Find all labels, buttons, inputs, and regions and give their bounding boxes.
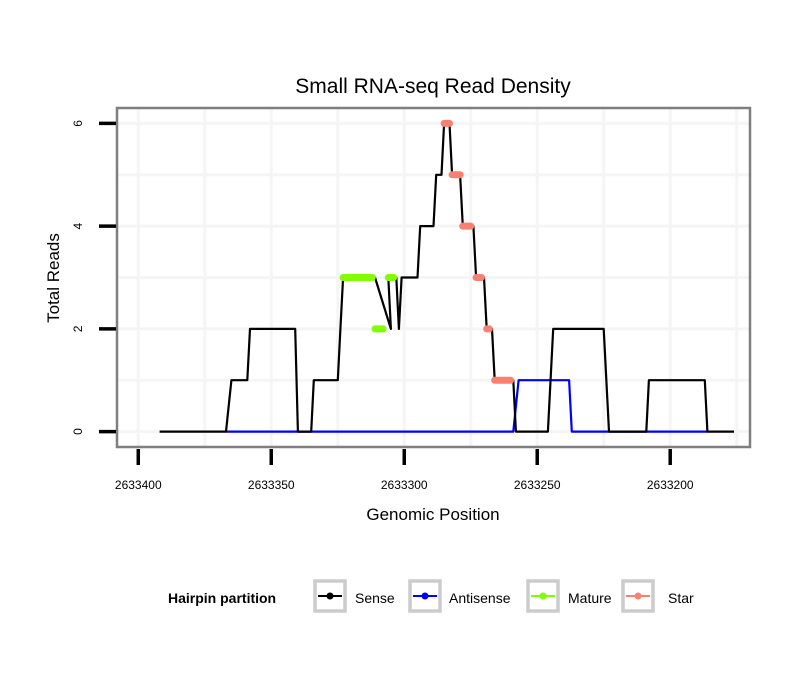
x-tick-label: 2633400 xyxy=(115,478,162,492)
chart-title: Small RNA-seq Read Density xyxy=(295,75,571,98)
x-tick-label: 2633350 xyxy=(248,478,295,492)
legend-title: Hairpin partition xyxy=(168,590,276,606)
y-axis: 0 2 4 6 xyxy=(71,120,116,435)
series-layer xyxy=(159,122,734,433)
legend-item-sense: Sense xyxy=(313,579,395,613)
legend-item-mature: Mature xyxy=(526,579,612,613)
y-axis-title: Total Reads xyxy=(44,233,63,323)
y-tick-label: 6 xyxy=(71,120,85,127)
y-tick-label: 4 xyxy=(71,222,85,229)
x-tick-label: 2633250 xyxy=(514,478,561,492)
legend-key-point xyxy=(421,592,429,600)
legend-key-point xyxy=(634,592,642,600)
legend-key-point xyxy=(539,592,547,600)
x-tick-label: 2633300 xyxy=(381,478,428,492)
highlight-layer xyxy=(339,119,515,384)
legend-label: Star xyxy=(668,590,694,606)
legend-label: Mature xyxy=(568,590,612,606)
y-tick-label: 2 xyxy=(71,325,85,332)
legend-item-antisense: Antisense xyxy=(408,579,511,613)
legend-label: Antisense xyxy=(449,590,511,606)
legend-label: Sense xyxy=(355,590,395,606)
legend: Hairpin partition Sense Antisense Mature St… xyxy=(168,579,694,613)
x-axis: 2633400 2633350 2633300 2633250 2633200 xyxy=(115,449,694,492)
series-line-sense xyxy=(159,122,734,433)
series-line-antisense xyxy=(226,379,708,433)
x-axis-title: Genomic Position xyxy=(366,505,499,524)
y-tick-label: 0 xyxy=(71,428,85,435)
legend-key-point xyxy=(326,592,334,600)
legend-item-star: Star xyxy=(621,579,694,613)
x-tick-label: 2633200 xyxy=(647,478,694,492)
plot-frame xyxy=(115,106,752,449)
